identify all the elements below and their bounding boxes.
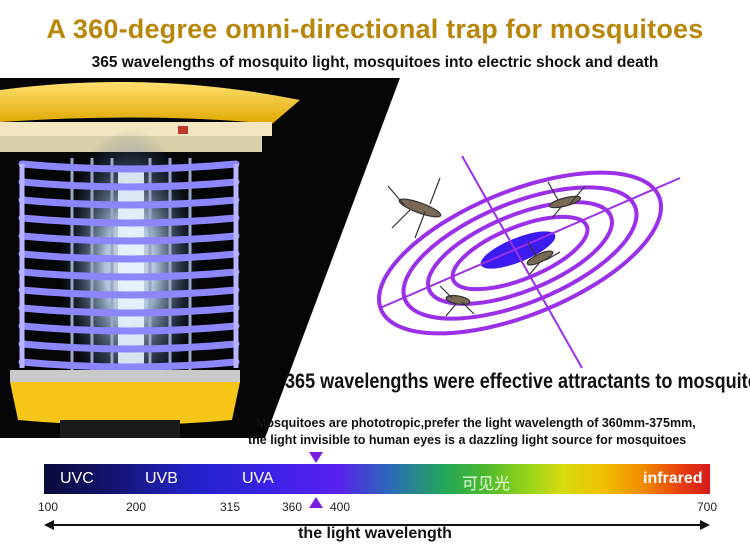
electric-coil: [18, 160, 240, 371]
page-subtitle: 365 wavelengths of mosquito light, mosqu…: [91, 54, 659, 71]
wavelength-marker-bottom: [309, 497, 323, 508]
attractant-caption: 365 wavelengths were effective attractan…: [285, 370, 750, 393]
spectrum-bar: [44, 464, 710, 494]
product-illustration: [0, 78, 681, 438]
tick-400: 400: [330, 500, 351, 514]
phototropic-caption: Mosquitoes are phototropic,prefer the li…: [256, 416, 696, 430]
tick-100: 100: [38, 500, 59, 514]
band-label-uvc: UVC: [60, 470, 94, 487]
tick-200: 200: [126, 500, 147, 514]
tick-315: 315: [220, 500, 241, 514]
tick-700: 700: [697, 500, 718, 514]
lamp-base-ring: [10, 370, 240, 382]
band-label-uva: UVA: [242, 470, 274, 487]
axis-lines: [379, 155, 681, 369]
lamp-cap: [0, 82, 300, 124]
page-title: A 360-degree omni-directional trap for m…: [46, 14, 704, 44]
band-label-visible: 可见光: [462, 476, 511, 493]
mosquito-icon: [439, 285, 475, 317]
mosquito-icon: [547, 181, 586, 219]
tick-360: 360: [282, 500, 303, 514]
lamp-base: [10, 382, 240, 425]
mosquito-icon: [387, 177, 442, 239]
wavelength-axis-label: the light wavelength: [298, 525, 452, 542]
wavelength-marker-top: [309, 452, 323, 463]
attraction-rings: [376, 170, 664, 336]
invisible-light-caption: the light invisible to human eyes is a d…: [248, 433, 687, 447]
wavelength-axis-arrow: [44, 520, 710, 530]
inner-grid: [70, 158, 192, 378]
mosquito-icon: [526, 241, 561, 275]
band-label-infrared: infrared: [643, 470, 703, 487]
band-label-uvb: UVB: [145, 470, 178, 487]
